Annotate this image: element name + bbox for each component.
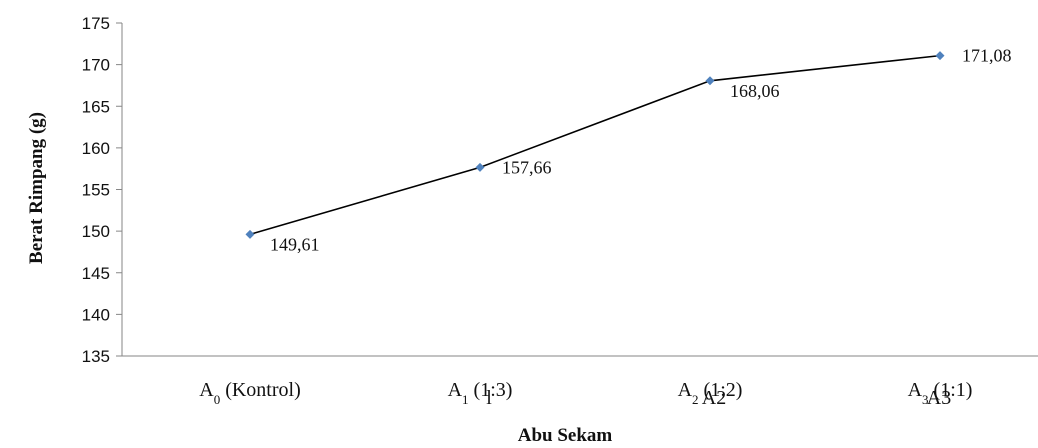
data-point [245, 229, 255, 239]
y-axis: 135 140 145 150 155 160 165 170 175 [82, 14, 123, 366]
x-tick-label: A1 (1:3) [448, 379, 513, 407]
y-tick-label: 140 [82, 305, 110, 324]
data-label: 149,61 [270, 234, 320, 254]
y-axis-title: Berat Rimpang (g) [26, 112, 47, 264]
data-label: 168,06 [730, 81, 780, 101]
y-tick-label: 150 [82, 222, 110, 241]
data-point [475, 162, 485, 172]
y-tick-label: 175 [82, 14, 110, 33]
series-line [249, 54, 941, 236]
x-tick-label: A0 (Kontrol) [199, 379, 301, 407]
y-tick-label: 155 [82, 181, 110, 200]
x-tick-label: A2 (1:2) [678, 379, 743, 407]
x-axis-title: Abu Sekam [518, 425, 613, 446]
data-label: 157,66 [502, 157, 552, 177]
x-stray-label: l [486, 387, 492, 409]
data-label: 171,08 [962, 46, 1012, 66]
x-stray-label: A2 [702, 387, 726, 409]
y-tick-label: 135 [82, 347, 110, 366]
y-tick-label: 145 [82, 264, 110, 283]
data-point [935, 51, 945, 61]
x-axis: A0 (Kontrol) A1 (1:3) A2 (1:2) A3 (1:1) l A2 A… [122, 355, 1038, 409]
x-stray-label: A3 [927, 387, 951, 409]
y-tick-label: 160 [82, 139, 110, 158]
x-tick-label: A3 (1:1) [908, 379, 973, 407]
plot-area: 149,61 157,66 168,06 171,08 [245, 46, 1012, 254]
y-tick-label: 170 [82, 56, 110, 75]
y-tick-label: 165 [82, 97, 110, 116]
data-point [705, 76, 715, 86]
